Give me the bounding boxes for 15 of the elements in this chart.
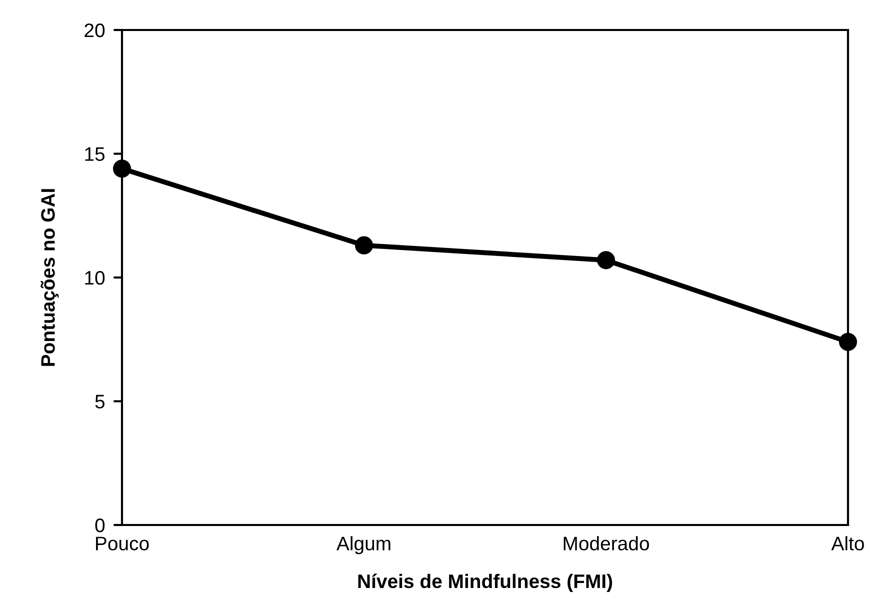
x-tick-label: Moderado — [564, 536, 649, 550]
y-tick-label: 10 — [85, 270, 105, 285]
point — [596, 251, 616, 270]
y-axis-title: Pontuações no GAI — [40, 189, 59, 366]
y-tick-label: 5 — [95, 394, 105, 408]
x-tick-label: Alto — [831, 536, 864, 550]
x-axis-title: Níveis de Mindfulness (FMI) — [358, 574, 612, 592]
point — [112, 160, 132, 178]
point — [354, 236, 374, 254]
y-tick-label: 0 — [95, 518, 105, 532]
y-tick-label: 20 — [84, 23, 105, 38]
x-tick-label: Algum — [336, 536, 390, 554]
y-tick-label: 15 — [85, 147, 105, 161]
x-tick-label: Pouco — [96, 536, 149, 550]
point — [838, 332, 858, 351]
